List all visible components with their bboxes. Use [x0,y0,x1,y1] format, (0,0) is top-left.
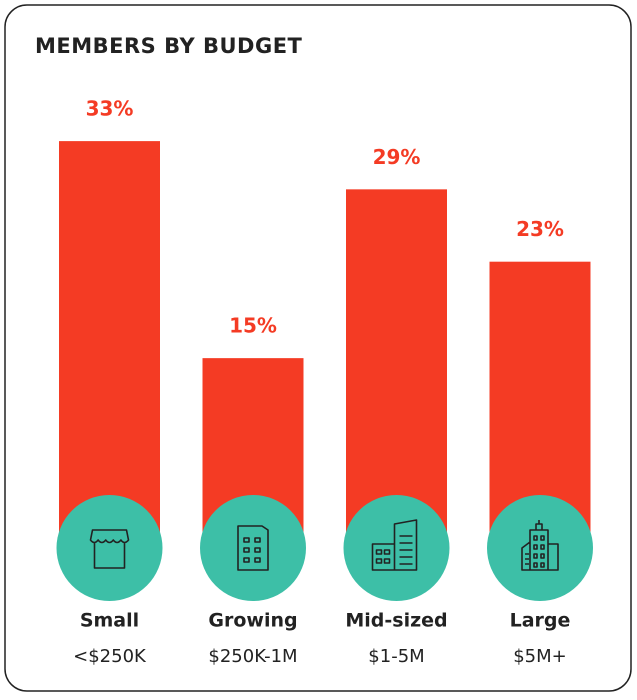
category-label: Growing [208,610,297,632]
category-sublabel: $1-5M [368,646,424,667]
value-label: 23% [516,217,564,241]
value-label: 33% [86,97,134,121]
bar [59,141,160,548]
category-sublabel: $250K-1M [208,646,297,667]
category-label: Mid-sized [345,610,447,632]
icon-circle [56,495,163,601]
icon [371,519,418,571]
icon [89,529,130,569]
category-label: Large [510,610,571,632]
icon [237,525,269,571]
icon [521,520,559,571]
icon-circle [487,495,593,601]
card [4,4,632,692]
icon-circle [200,495,306,601]
value-label: 15% [229,314,277,338]
category-sublabel: $5M+ [513,646,567,667]
category-sublabel: <$250K [73,646,147,667]
chart-title: MEMBERS BY BUDGET [35,34,303,58]
icon-circle [343,495,450,601]
category-label: Small [80,610,139,632]
bar [346,189,447,549]
value-label: 29% [373,145,421,169]
